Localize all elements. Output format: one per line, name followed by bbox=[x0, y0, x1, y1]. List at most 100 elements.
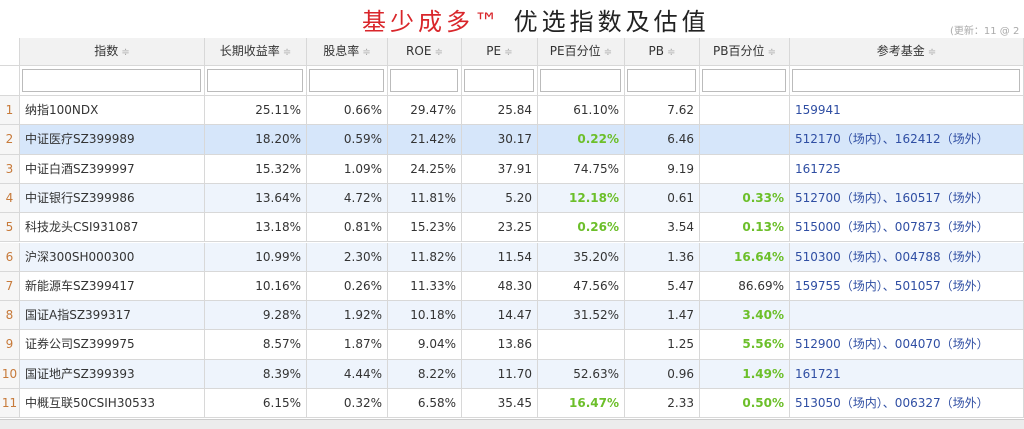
cell-value: 11.82% bbox=[388, 242, 462, 272]
filter-input[interactable] bbox=[627, 69, 696, 92]
cell-value: 16.64% bbox=[700, 242, 790, 272]
fund-codes[interactable]: 512900（场内）、004070（场外） bbox=[790, 330, 1024, 360]
fund-codes[interactable]: 161725 bbox=[790, 154, 1024, 184]
index-name: 中证医疗SZ399989 bbox=[20, 125, 205, 155]
column-header[interactable]: 长期收益率 bbox=[205, 38, 307, 66]
cell-value: 1.87% bbox=[307, 330, 388, 360]
index-name: 中证白酒SZ399997 bbox=[20, 154, 205, 184]
cell-value: 35.20% bbox=[538, 242, 625, 272]
row-number: 3 bbox=[0, 154, 20, 184]
corner bbox=[0, 38, 20, 66]
cell-value: 11.33% bbox=[388, 271, 462, 302]
cell-value: 6.58% bbox=[388, 389, 462, 419]
fund-codes[interactable]: 515000（场内）、007873（场外） bbox=[790, 213, 1024, 243]
index-name: 中概互联50CSIH30533 bbox=[20, 389, 205, 419]
column-header[interactable]: PB百分位 bbox=[700, 38, 790, 66]
cell-value: 13.64% bbox=[205, 183, 307, 214]
cell-value: 8.57% bbox=[205, 330, 307, 360]
fund-codes[interactable]: 512700（场内）、160517（场外） bbox=[790, 183, 1024, 214]
filter-cell bbox=[205, 66, 307, 96]
cell-value: 0.50% bbox=[700, 389, 790, 419]
cell-value: 37.91 bbox=[462, 154, 538, 184]
filter-input[interactable] bbox=[792, 69, 1020, 92]
title-rest: 优选指数及估值 bbox=[513, 8, 710, 36]
filter-cell bbox=[462, 66, 538, 96]
fund-codes[interactable]: 513050（场内）、006327（场外） bbox=[790, 389, 1024, 419]
cell-value: 0.66% bbox=[307, 96, 388, 126]
filter-input[interactable] bbox=[390, 69, 458, 92]
cell-value: 5.47 bbox=[625, 271, 700, 302]
cell-value: 0.33% bbox=[700, 183, 790, 214]
cell-value: 1.92% bbox=[307, 301, 388, 331]
cell-value: 0.13% bbox=[700, 213, 790, 243]
cell-value: 21.42% bbox=[388, 125, 462, 155]
cell-value: 5.20 bbox=[462, 183, 538, 214]
row-number: 2 bbox=[0, 125, 20, 155]
cell-value: 0.26% bbox=[307, 271, 388, 302]
cell-value: 10.18% bbox=[388, 301, 462, 331]
filter-input[interactable] bbox=[702, 69, 786, 92]
fund-codes[interactable]: 159941 bbox=[790, 96, 1024, 126]
cell-value: 52.63% bbox=[538, 359, 625, 389]
filter-input[interactable] bbox=[22, 69, 201, 92]
filter-input[interactable] bbox=[207, 69, 303, 92]
fund-codes[interactable]: 159755（场内）、501057（场外） bbox=[790, 271, 1024, 302]
filter-cell bbox=[700, 66, 790, 96]
title-brand: 基少成多™ bbox=[362, 8, 502, 36]
cell-value: 9.04% bbox=[388, 330, 462, 360]
column-header[interactable]: 参考基金 bbox=[790, 38, 1024, 66]
cell-value: 2.30% bbox=[307, 242, 388, 272]
column-header[interactable]: 指数 bbox=[20, 38, 205, 66]
row-number: 4 bbox=[0, 183, 20, 214]
cell-value: 9.28% bbox=[205, 301, 307, 331]
filter-input[interactable] bbox=[540, 69, 621, 92]
cell-value: 86.69% bbox=[700, 271, 790, 302]
filter-input[interactable] bbox=[309, 69, 384, 92]
index-name: 国证A指SZ399317 bbox=[20, 301, 205, 331]
cell-value bbox=[700, 154, 790, 184]
filter-cell bbox=[307, 66, 388, 96]
cell-value: 6.46 bbox=[625, 125, 700, 155]
cell-value: 13.18% bbox=[205, 213, 307, 243]
cell-value: 4.72% bbox=[307, 183, 388, 214]
cell-value: 8.22% bbox=[388, 359, 462, 389]
cell-value: 0.81% bbox=[307, 213, 388, 243]
fund-codes[interactable]: 510300（场内）、004788（场外） bbox=[790, 242, 1024, 272]
index-name: 纳指100NDX bbox=[20, 96, 205, 126]
index-name: 新能源车SZ399417 bbox=[20, 271, 205, 302]
cell-value: 0.22% bbox=[538, 125, 625, 155]
column-header[interactable]: PB bbox=[625, 38, 700, 66]
cell-value: 10.99% bbox=[205, 242, 307, 272]
row-number: 7 bbox=[0, 271, 20, 302]
cell-value: 0.32% bbox=[307, 389, 388, 419]
fund-codes[interactable] bbox=[790, 301, 1024, 331]
index-name: 国证地产SZ399393 bbox=[20, 359, 205, 389]
fund-codes[interactable]: 512170（场内）、162412（场外） bbox=[790, 125, 1024, 155]
cell-value: 0.61 bbox=[625, 183, 700, 214]
index-name: 沪深300SH000300 bbox=[20, 242, 205, 272]
filter-cell bbox=[790, 66, 1024, 96]
cell-value: 47.56% bbox=[538, 271, 625, 302]
cell-value: 15.32% bbox=[205, 154, 307, 184]
cell-value: 6.15% bbox=[205, 389, 307, 419]
cell-value: 0.59% bbox=[307, 125, 388, 155]
cell-value: 3.40% bbox=[700, 301, 790, 331]
column-header[interactable]: PE bbox=[462, 38, 538, 66]
column-header[interactable]: PE百分位 bbox=[538, 38, 625, 66]
title: 基少成多™ 优选指数及估值 bbox=[362, 2, 710, 37]
column-header[interactable]: 股息率 bbox=[307, 38, 388, 66]
update-note: (更新：11 @ 2 bbox=[950, 26, 1020, 37]
cell-value: 61.10% bbox=[538, 96, 625, 126]
cell-value: 7.62 bbox=[625, 96, 700, 126]
cell-value: 3.54 bbox=[625, 213, 700, 243]
fund-codes[interactable]: 161721 bbox=[790, 359, 1024, 389]
cell-value: 1.49% bbox=[700, 359, 790, 389]
cell-value: 24.25% bbox=[388, 154, 462, 184]
cell-value: 1.47 bbox=[625, 301, 700, 331]
column-header[interactable]: ROE bbox=[388, 38, 462, 66]
cell-value: 16.47% bbox=[538, 389, 625, 419]
cell-value: 25.11% bbox=[205, 96, 307, 126]
cell-value bbox=[538, 330, 625, 360]
filter-input[interactable] bbox=[464, 69, 534, 92]
cell-value: 5.56% bbox=[700, 330, 790, 360]
